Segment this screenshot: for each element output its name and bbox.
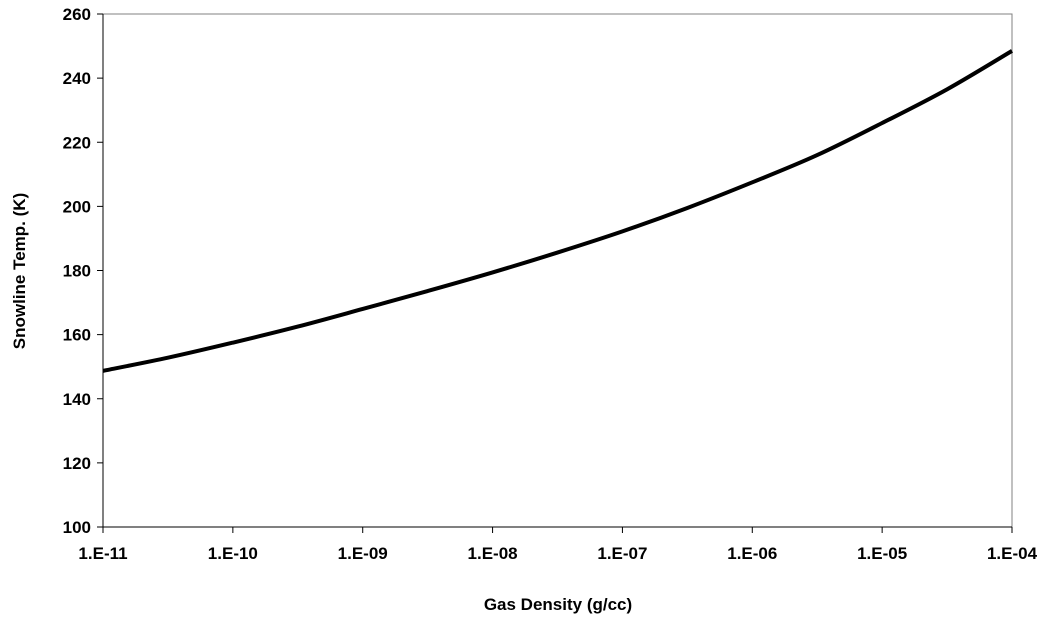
y-tick-label: 120 bbox=[63, 454, 91, 473]
y-tick-label: 200 bbox=[63, 197, 91, 216]
y-tick-label: 260 bbox=[63, 5, 91, 24]
y-tick-label: 180 bbox=[63, 262, 91, 281]
y-tick-label: 100 bbox=[63, 518, 91, 537]
x-tick-label: 1.E-04 bbox=[987, 544, 1038, 563]
y-axis-title: Snowline Temp. (K) bbox=[10, 193, 29, 349]
y-tick-label: 140 bbox=[63, 390, 91, 409]
y-tick-label: 240 bbox=[63, 69, 91, 88]
x-tick-label: 1.E-05 bbox=[857, 544, 907, 563]
y-axis: 100 120 140 160 180 200 220 240 260 bbox=[63, 5, 103, 537]
x-tick-label: 1.E-07 bbox=[597, 544, 647, 563]
x-tick-label: 1.E-10 bbox=[208, 544, 258, 563]
x-tick-label: 1.E-11 bbox=[78, 544, 127, 563]
x-tick-label: 1.E-08 bbox=[468, 544, 518, 563]
x-axis-title: Gas Density (g/cc) bbox=[484, 595, 632, 614]
x-tick-label: 1.E-06 bbox=[727, 544, 777, 563]
series-layer bbox=[102, 49, 1014, 373]
plot-border bbox=[102, 13, 1013, 528]
y-tick-label: 160 bbox=[63, 326, 91, 345]
x-tick-label: 1.E-09 bbox=[338, 544, 388, 563]
x-axis: 1.E-11 1.E-10 1.E-09 1.E-08 1.E-07 1.E-06 1.E-… bbox=[78, 527, 1038, 563]
series-line bbox=[102, 49, 1014, 373]
y-tick-label: 220 bbox=[63, 133, 91, 152]
plot-area bbox=[102, 13, 1013, 528]
